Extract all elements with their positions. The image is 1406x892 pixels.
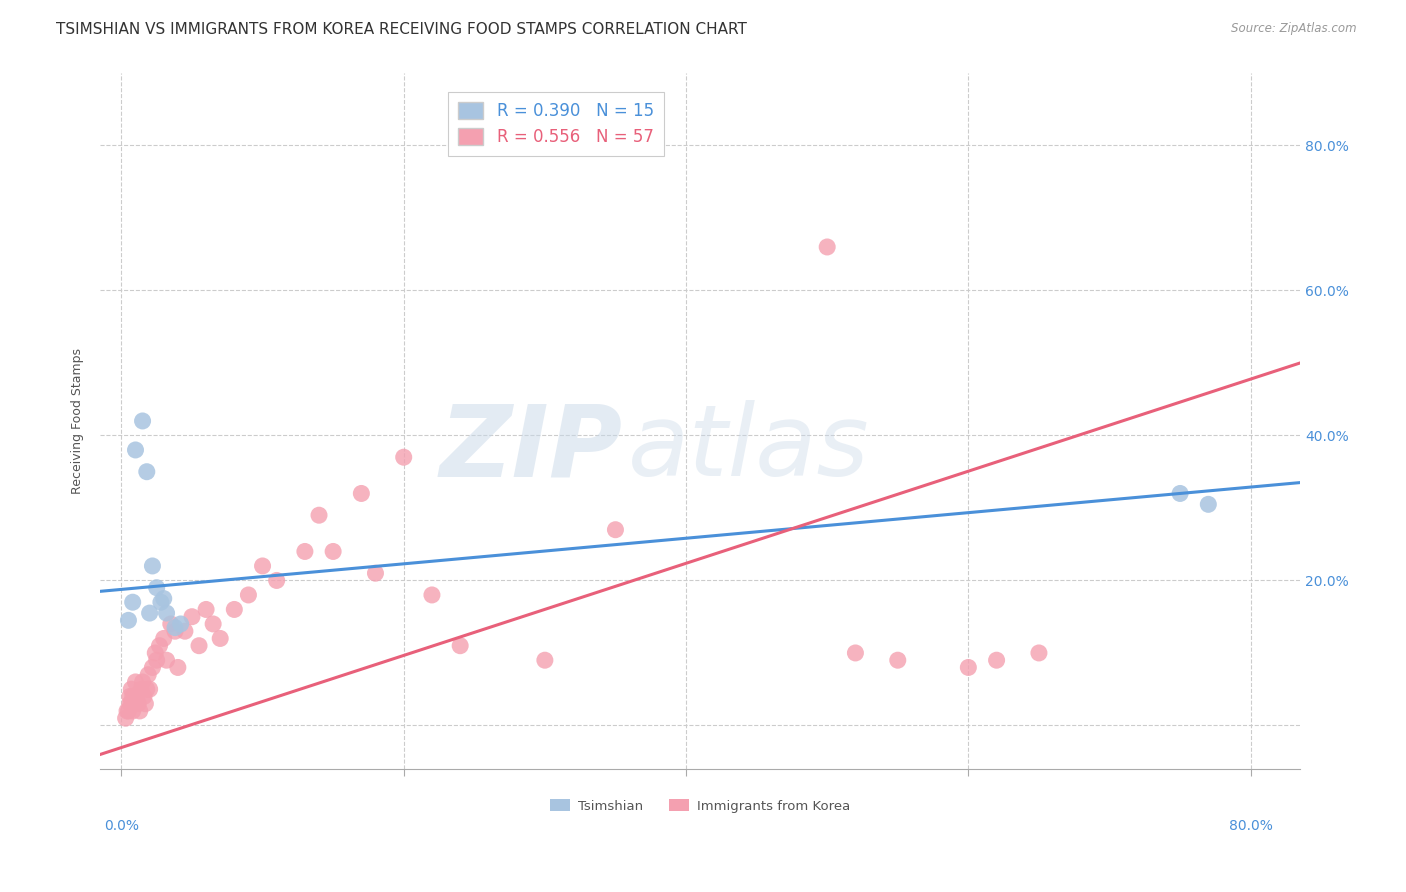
Text: Source: ZipAtlas.com: Source: ZipAtlas.com [1232,22,1357,36]
Point [202,617,225,632]
Point [152,632,174,646]
Point [166,660,188,674]
Point [844,646,866,660]
Point [266,574,288,588]
Point [174,624,197,639]
Point [143,646,166,660]
Point [131,414,153,428]
Point [188,639,211,653]
Text: atlas: atlas [628,401,870,498]
Y-axis label: Receiving Food Stamps: Receiving Food Stamps [72,348,84,494]
Point [129,682,152,697]
Point [152,591,174,606]
Point [449,639,471,653]
Point [114,711,136,725]
Point [887,653,910,667]
Point [350,486,373,500]
Point [364,566,387,581]
Point [1168,486,1191,500]
Point [121,595,143,609]
Point [420,588,443,602]
Point [118,697,141,711]
Point [159,617,181,632]
Point [252,558,274,573]
Point [127,697,149,711]
Point [132,690,155,704]
Text: TSIMSHIAN VS IMMIGRANTS FROM KOREA RECEIVING FOOD STAMPS CORRELATION CHART: TSIMSHIAN VS IMMIGRANTS FROM KOREA RECEI… [56,22,747,37]
Point [238,588,260,602]
Point [120,682,142,697]
Point [294,544,316,558]
Point [124,675,146,690]
Point [138,606,160,620]
Text: ZIP: ZIP [439,401,623,498]
Point [986,653,1008,667]
Point [815,240,838,254]
Point [322,544,344,558]
Point [135,682,157,697]
Point [605,523,627,537]
Point [131,675,153,690]
Point [155,653,177,667]
Point [224,602,246,616]
Point [195,602,218,616]
Point [122,697,145,711]
Point [1028,646,1050,660]
Point [138,682,160,697]
Point [141,660,163,674]
Point [124,442,146,457]
Point [121,690,143,704]
Point [128,704,150,718]
Point [209,632,232,646]
Text: 80.0%: 80.0% [1229,819,1272,833]
Point [534,653,557,667]
Point [957,660,980,674]
Point [121,704,143,718]
Point [120,697,142,711]
Point [117,704,139,718]
Point [134,697,156,711]
Point [155,606,177,620]
Legend: Tsimshian, Immigrants from Korea: Tsimshian, Immigrants from Korea [544,794,855,818]
Point [118,690,141,704]
Point [141,558,163,573]
Point [1197,497,1219,511]
Point [145,581,167,595]
Point [145,653,167,667]
Point [136,667,159,681]
Point [115,704,138,718]
Point [125,690,148,704]
Point [181,609,204,624]
Point [135,465,157,479]
Point [148,639,170,653]
Point [124,690,146,704]
Point [163,621,186,635]
Point [163,624,186,639]
Text: 0.0%: 0.0% [104,819,139,833]
Point [170,617,193,632]
Point [308,508,330,523]
Point [149,595,172,609]
Point [117,613,139,627]
Point [392,450,415,465]
